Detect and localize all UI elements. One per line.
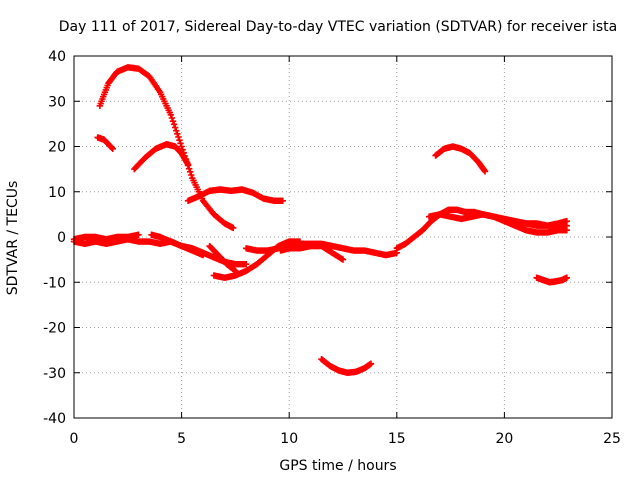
axis-ticks: 0 5 10 15 20 25 -40 -30 -20 -10 0 10 20 30 40 (43, 49, 621, 447)
x-tick-label: 20 (495, 431, 513, 447)
data-point (242, 260, 250, 268)
data-point (563, 227, 571, 234)
x-tick-label: 10 (280, 431, 298, 447)
data-point (563, 217, 571, 225)
series-arc-k (277, 242, 347, 263)
data-point (367, 360, 375, 367)
plot-frame (73, 55, 613, 419)
data-point (279, 197, 286, 204)
data-point (174, 130, 181, 138)
series-arc-f (70, 231, 142, 243)
series-arc-g (148, 231, 207, 259)
chart-title: Day 111 of 2017, Sidereal Day-to-day VTE… (59, 19, 617, 35)
data-point (108, 144, 116, 152)
data-point (232, 267, 239, 275)
y-tick-label: 20 (48, 140, 66, 156)
data-point (167, 111, 175, 119)
series-arc-i (206, 242, 239, 275)
y-tick-label: 40 (48, 49, 66, 65)
data-point (171, 124, 179, 131)
series-arc-o (432, 143, 489, 175)
series-arc-c (131, 141, 192, 173)
y-axis-label: SDTVAR / TECUs (5, 181, 21, 296)
data-point (135, 231, 142, 238)
x-tick-label: 25 (603, 431, 621, 447)
y-tick-label: -40 (43, 411, 66, 427)
series-arc-l (318, 355, 375, 376)
series-arc-b (94, 134, 116, 152)
data-point (185, 165, 193, 172)
data-point (230, 224, 237, 232)
x-axis-label: GPS time / hours (279, 458, 396, 474)
data-point (481, 168, 489, 175)
data-point (168, 114, 176, 122)
data-point (188, 171, 195, 179)
series-arc-d (184, 186, 286, 204)
data-point (169, 117, 177, 125)
y-tick-label: -20 (43, 321, 66, 337)
data-point (173, 127, 180, 134)
data-point (178, 143, 185, 150)
data-point (199, 251, 207, 259)
data-series (70, 64, 571, 376)
y-tick-label: 0 (57, 230, 66, 246)
y-tick-label: -30 (43, 366, 66, 382)
data-point (176, 136, 183, 144)
grid-lines (74, 56, 612, 418)
x-tick-label: 15 (388, 431, 406, 447)
data-point (563, 274, 571, 281)
y-tick-label: 30 (48, 94, 66, 110)
data-point (170, 121, 178, 128)
series-arc-q (511, 217, 571, 229)
data-point (177, 140, 184, 147)
x-tick-label: 0 (70, 431, 79, 447)
x-tick-label: 5 (177, 431, 186, 447)
series-arc-n (425, 211, 571, 236)
data-point (184, 161, 192, 168)
series-arc-a (96, 64, 237, 232)
y-tick-label: -10 (43, 275, 66, 291)
data-point (339, 256, 347, 263)
data-point (187, 168, 194, 176)
data-point (109, 145, 116, 152)
series-arc-p (533, 274, 571, 286)
data-point (175, 133, 182, 141)
y-tick-label: 10 (48, 185, 66, 201)
